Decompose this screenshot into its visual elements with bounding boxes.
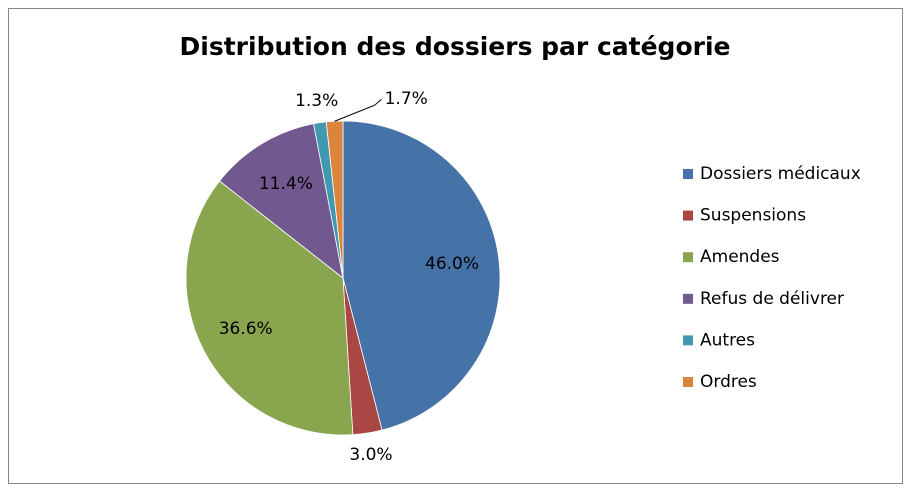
data-label: 1.3% xyxy=(295,91,338,111)
legend-label: Autres xyxy=(700,330,755,350)
legend-swatch xyxy=(683,293,693,304)
legend-label: Refus de délivrer xyxy=(700,289,844,309)
data-label: 1.7% xyxy=(385,89,428,109)
legend-label: Ordres xyxy=(700,372,757,392)
pie-slice xyxy=(218,123,344,279)
legend-label: Suspensions xyxy=(700,206,806,226)
data-label: 11.4% xyxy=(259,174,313,194)
data-label: 3.0% xyxy=(349,445,392,465)
pie-slice xyxy=(325,120,344,279)
pie-slice xyxy=(185,180,354,436)
legend-label: Amendes xyxy=(700,247,780,267)
legend-swatch xyxy=(683,210,693,221)
legend-swatch xyxy=(683,335,693,346)
legend-swatch xyxy=(683,377,693,387)
legend-swatch xyxy=(683,169,693,179)
legend-label: Dossiers médicaux xyxy=(700,164,861,184)
chart-title: Distribution des dossiers par catégorie xyxy=(180,32,731,61)
legend-swatch xyxy=(683,252,693,263)
pie-slice xyxy=(342,120,501,431)
data-label: 36.6% xyxy=(219,319,273,339)
data-label: 46.0% xyxy=(425,254,479,274)
leader-line xyxy=(334,98,382,122)
